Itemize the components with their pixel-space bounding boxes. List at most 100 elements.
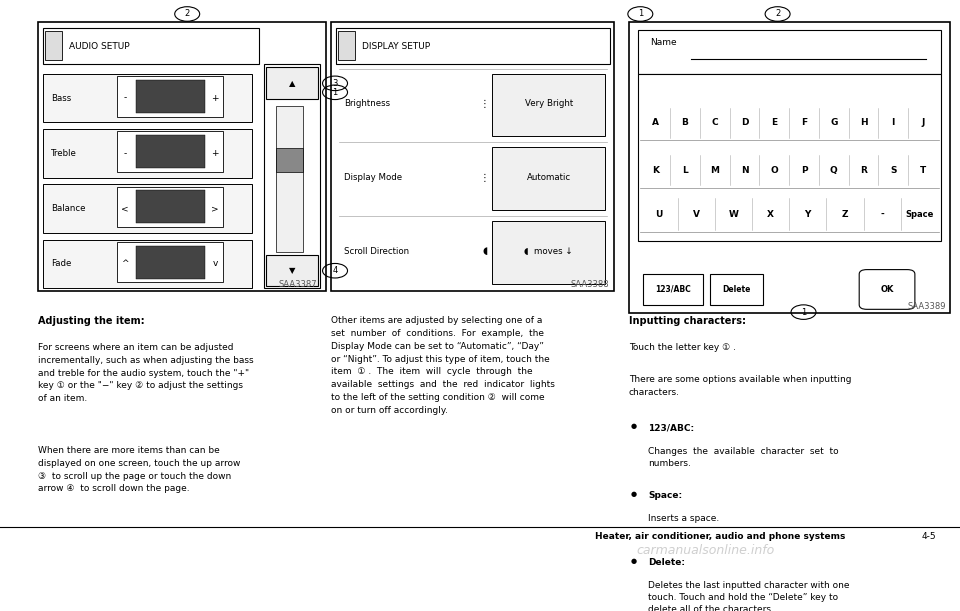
Text: Name: Name (650, 38, 677, 47)
Text: OK: OK (880, 285, 894, 294)
Text: ⋮: ⋮ (480, 99, 490, 109)
Text: ●: ● (631, 558, 636, 564)
Text: SAA3388: SAA3388 (571, 280, 610, 288)
FancyBboxPatch shape (117, 76, 223, 117)
FancyBboxPatch shape (136, 246, 205, 279)
Text: 123/ABC: 123/ABC (655, 285, 691, 294)
Text: 3: 3 (332, 79, 338, 88)
Text: H: H (860, 119, 867, 127)
Text: K: K (652, 166, 659, 175)
Text: U: U (656, 210, 662, 219)
FancyBboxPatch shape (266, 67, 318, 99)
FancyBboxPatch shape (266, 255, 318, 287)
Text: ◖  moves ↓: ◖ moves ↓ (524, 247, 573, 256)
Text: carmanualsonline.info: carmanualsonline.info (636, 544, 775, 557)
Text: AUDIO SETUP: AUDIO SETUP (69, 43, 130, 51)
Text: Brightness: Brightness (344, 100, 390, 108)
FancyBboxPatch shape (629, 23, 950, 313)
Text: L: L (683, 166, 687, 175)
Text: Changes  the  available  character  set  to
numbers.: Changes the available character set to n… (648, 447, 839, 468)
Text: 123/ABC:: 123/ABC: (648, 423, 694, 433)
Text: v: v (212, 259, 218, 268)
FancyBboxPatch shape (276, 106, 303, 252)
Text: Q: Q (829, 166, 838, 175)
FancyBboxPatch shape (492, 221, 605, 284)
Text: Adjusting the item:: Adjusting the item: (38, 316, 145, 326)
FancyBboxPatch shape (38, 23, 326, 291)
Text: E: E (771, 119, 778, 127)
Text: S: S (890, 166, 897, 175)
FancyBboxPatch shape (117, 186, 223, 227)
Text: Display Mode: Display Mode (344, 173, 402, 182)
Text: Automatic: Automatic (527, 173, 570, 182)
FancyBboxPatch shape (859, 269, 915, 309)
Text: SAA3387: SAA3387 (278, 280, 317, 288)
FancyBboxPatch shape (43, 129, 252, 178)
FancyBboxPatch shape (492, 74, 605, 136)
Text: -: - (880, 210, 884, 219)
Text: 4: 4 (332, 266, 338, 275)
Text: ▼: ▼ (289, 266, 295, 275)
Text: DISPLAY SETUP: DISPLAY SETUP (362, 43, 430, 51)
Text: Other items are adjusted by selecting one of a
set  number  of  conditions.  For: Other items are adjusted by selecting on… (331, 316, 555, 415)
FancyBboxPatch shape (136, 135, 205, 168)
Text: B: B (682, 119, 688, 127)
FancyBboxPatch shape (117, 242, 223, 282)
FancyBboxPatch shape (492, 147, 605, 210)
Text: T: T (920, 166, 926, 175)
Text: Bass: Bass (51, 93, 71, 103)
FancyBboxPatch shape (117, 131, 223, 172)
Text: Touch the letter key ① .: Touch the letter key ① . (629, 343, 735, 352)
Text: -: - (123, 93, 127, 103)
FancyBboxPatch shape (331, 23, 614, 291)
Text: Inputting characters:: Inputting characters: (629, 316, 746, 326)
FancyBboxPatch shape (710, 274, 763, 305)
Text: 1: 1 (332, 88, 338, 97)
Text: 2: 2 (775, 10, 780, 18)
Text: O: O (770, 166, 779, 175)
Text: Fade: Fade (51, 259, 71, 268)
FancyBboxPatch shape (43, 28, 259, 64)
Text: C: C (711, 119, 718, 127)
Text: Space:: Space: (648, 491, 683, 500)
Text: X: X (767, 210, 774, 219)
Text: M: M (710, 166, 719, 175)
FancyBboxPatch shape (276, 148, 303, 172)
FancyBboxPatch shape (338, 31, 355, 60)
Text: I: I (892, 119, 895, 127)
Text: -: - (123, 149, 127, 158)
Text: Delete:: Delete: (648, 558, 685, 566)
Text: W: W (729, 210, 738, 219)
Text: Scroll Direction: Scroll Direction (344, 247, 409, 256)
Text: D: D (741, 119, 748, 127)
Text: Heater, air conditioner, audio and phone systems: Heater, air conditioner, audio and phone… (595, 532, 846, 541)
Text: N: N (741, 166, 748, 175)
Text: 4-5: 4-5 (922, 532, 936, 541)
Text: Very Bright: Very Bright (524, 100, 573, 108)
FancyBboxPatch shape (638, 30, 941, 74)
Text: ^: ^ (121, 259, 129, 268)
Text: There are some options available when inputting
characters.: There are some options available when in… (629, 375, 852, 397)
Text: ●: ● (631, 423, 636, 430)
FancyBboxPatch shape (643, 274, 703, 305)
Text: ⋮: ⋮ (480, 172, 490, 183)
Text: SAA3389: SAA3389 (907, 302, 946, 311)
Text: Treble: Treble (51, 149, 77, 158)
Text: F: F (801, 119, 807, 127)
Text: V: V (692, 210, 700, 219)
FancyBboxPatch shape (336, 28, 610, 64)
Text: ▲: ▲ (289, 79, 295, 88)
Text: A: A (652, 119, 659, 127)
Text: For screens where an item can be adjusted
incrementally, such as when adjusting : For screens where an item can be adjuste… (38, 343, 254, 403)
Text: Delete: Delete (723, 285, 751, 294)
Text: G: G (830, 119, 837, 127)
Text: Y: Y (804, 210, 811, 219)
Text: 2: 2 (184, 10, 190, 18)
FancyBboxPatch shape (45, 31, 62, 60)
FancyBboxPatch shape (43, 240, 252, 288)
Text: Z: Z (842, 210, 849, 219)
Text: +: + (211, 149, 219, 158)
Text: Deletes the last inputted character with one
touch. Touch and hold the “Delete” : Deletes the last inputted character with… (648, 581, 850, 611)
Text: 1: 1 (637, 10, 643, 18)
Text: ●: ● (631, 491, 636, 497)
